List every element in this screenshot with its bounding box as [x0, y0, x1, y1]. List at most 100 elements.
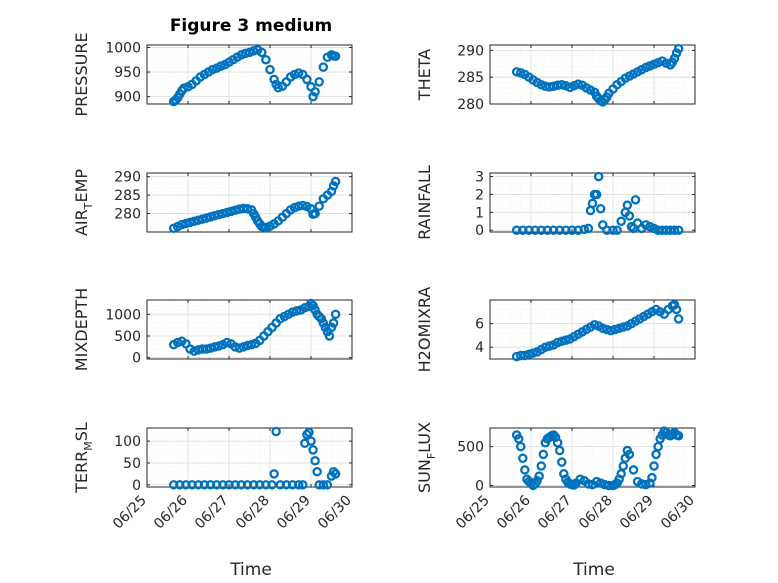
x-tick-label: 06/27	[192, 493, 232, 533]
data-point	[298, 200, 308, 211]
data-point	[261, 55, 271, 65]
x-tick-label: 06/28	[233, 493, 273, 533]
data-point	[201, 213, 212, 223]
subplot-8: 0 500 SUNFLUX 06/25 06/26 06/27 06/28 06/29 06/3…	[415, 422, 698, 532]
data-point	[591, 189, 602, 200]
y-axis-label-subscript: T	[82, 202, 95, 210]
data-point	[573, 79, 583, 89]
axes-box	[146, 172, 353, 233]
y-tick-label: 3	[475, 170, 484, 186]
data-point	[618, 322, 629, 332]
y-tick-label: 0	[475, 478, 484, 494]
axes-box	[489, 172, 696, 233]
data-point	[328, 318, 339, 328]
data-point	[622, 200, 633, 210]
x-tick-label: 06/29	[274, 493, 314, 533]
data-point	[669, 225, 680, 235]
x-tick-label: 06/27	[535, 493, 575, 533]
data-point	[205, 212, 216, 222]
x-tick-label: 06/26	[494, 492, 534, 532]
data-point	[226, 206, 236, 217]
data-point	[532, 476, 542, 486]
data-point	[271, 426, 281, 437]
data-point	[554, 445, 565, 456]
y-axis-label-rest: EMP	[72, 169, 91, 203]
data-point	[606, 325, 616, 336]
x-tick-label: 06/30	[315, 493, 355, 533]
data-point	[213, 209, 224, 220]
data-point	[291, 306, 302, 316]
data-point	[583, 223, 594, 234]
data-point	[669, 299, 680, 310]
data-point	[314, 77, 324, 87]
y-tick-label: 100	[114, 434, 141, 450]
data-point	[540, 342, 551, 352]
y-tick-label: 2	[475, 187, 484, 203]
data-point	[520, 465, 530, 475]
data-point	[218, 208, 228, 219]
y-axis-label-main: MIXDEPTH	[72, 288, 91, 371]
data-point	[524, 349, 534, 360]
y-axis-label-main: H2OMIXRA	[415, 287, 434, 373]
y-axis-label-rest: LUX	[415, 422, 434, 453]
data-point	[306, 436, 316, 446]
y-tick-label: 285	[457, 70, 484, 86]
subplot-2: 280 285 290 THETA	[415, 43, 696, 113]
data-point	[177, 219, 187, 230]
data-point	[310, 86, 320, 97]
data-point	[240, 48, 251, 59]
y-axis-label-subscript: M	[82, 441, 95, 451]
y-tick-label: 950	[114, 65, 141, 81]
data-point	[561, 335, 571, 345]
data-point	[312, 466, 322, 477]
x-tick-label: 06/28	[576, 493, 616, 533]
x-tick-label: 06/25	[453, 493, 493, 533]
axes-box	[489, 44, 696, 105]
y-axis-label: AIRTEMP	[72, 169, 95, 236]
data-point	[552, 337, 563, 348]
y-axis-label-main: THETA	[415, 49, 434, 101]
data-point	[238, 203, 249, 214]
data-point	[201, 344, 212, 354]
data-point	[557, 79, 567, 90]
y-tick-label: 500	[457, 440, 484, 456]
y-tick-label: 290	[457, 43, 484, 59]
y-tick-label: 0	[132, 351, 141, 367]
data-point	[544, 82, 555, 92]
y-tick-label: 0	[475, 223, 484, 239]
data-point	[511, 67, 522, 77]
x-axis-label-right: Time	[572, 560, 615, 580]
y-axis-label: THETA	[415, 49, 434, 101]
y-axis-label: TERRMSL	[72, 422, 95, 494]
y-axis-label: H2OMIXRA	[415, 287, 434, 373]
data-point	[536, 461, 547, 471]
subplot-7: 0 50 100 TERRMSL 06/25 06/26 06/27 06/28 06/29 06…	[72, 422, 355, 532]
x-axis-label-left: Time	[229, 560, 272, 580]
axes-box	[489, 299, 696, 360]
y-tick-label: 1000	[105, 307, 141, 323]
data-point	[616, 469, 626, 479]
data-point	[310, 208, 320, 219]
data-point	[269, 469, 279, 479]
y-axis-label-main: PRESSURE	[72, 32, 91, 116]
data-point	[618, 461, 629, 471]
subplot-3: 280 285 290 AIRTEMP	[72, 169, 353, 236]
data-point	[518, 453, 528, 464]
data-point	[293, 480, 304, 490]
y-tick-label: 6	[475, 317, 484, 333]
data-point	[673, 44, 684, 54]
data-point	[624, 211, 635, 221]
subplot-5: 0 500 1000 MIXDEPTH	[72, 288, 353, 371]
data-point	[197, 214, 208, 224]
axes-box	[146, 299, 353, 360]
data-point	[330, 469, 341, 479]
data-point	[314, 201, 324, 211]
data-point	[269, 74, 279, 85]
data-point	[552, 437, 563, 448]
data-point	[528, 348, 538, 358]
data-point	[579, 224, 590, 235]
y-tick-label: 290	[114, 170, 141, 186]
subplot-4: 0 1 23 RAINFALL	[415, 165, 696, 240]
data-point	[324, 331, 335, 341]
data-point	[630, 195, 641, 205]
